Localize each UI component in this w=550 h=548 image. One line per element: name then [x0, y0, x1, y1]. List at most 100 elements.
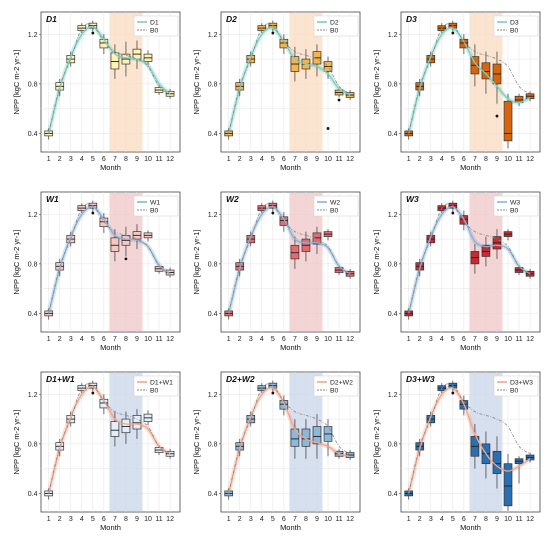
legend-box [313, 375, 359, 397]
legend-label: W1 [150, 200, 160, 207]
x-tick-label: 9 [495, 156, 499, 163]
fit-line [408, 206, 531, 314]
legend-label: D2 [330, 20, 339, 27]
x-tick-label: 3 [429, 156, 433, 163]
x-tick-label: 8 [304, 516, 308, 523]
x-tick-label: 10 [144, 156, 152, 163]
outlier-point [271, 211, 275, 215]
box-month-6 [459, 38, 469, 49]
x-tick-label: 12 [526, 156, 534, 163]
legend-label: W3 [510, 200, 520, 207]
x-tick-label: 11 [335, 516, 342, 523]
baseline-line [48, 203, 171, 314]
box-month-9 [132, 415, 142, 430]
y-tick-label: 1.2 [388, 32, 398, 39]
x-tick-label: 9 [495, 336, 499, 343]
x-tick-label: 1 [227, 516, 231, 523]
x-tick-label: 8 [304, 156, 308, 163]
x-tick-label: 6 [102, 336, 106, 343]
panel-title: D3+W3 [406, 374, 435, 384]
x-tick-label: 9 [315, 336, 319, 343]
x-axis-label: Month [280, 523, 301, 532]
outlier-point [91, 31, 95, 35]
baseline-line [228, 23, 351, 134]
legend-box [133, 375, 179, 397]
y-tick-label: 0.8 [388, 441, 398, 448]
x-tick-label: 1 [47, 156, 51, 163]
x-axis-label: Month [460, 523, 481, 532]
x-tick-label: 10 [504, 516, 512, 523]
x-tick-label: 8 [484, 336, 488, 343]
legend-label: B0 [150, 28, 159, 35]
x-tick-label: 4 [440, 516, 444, 523]
x-tick-label: 10 [504, 156, 512, 163]
panel-title: W3 [406, 194, 419, 204]
legend-label: D3 [510, 20, 519, 27]
baseline-line [228, 383, 351, 494]
fit-line [228, 206, 351, 314]
x-tick-label: 1 [227, 156, 231, 163]
baseline-line [408, 203, 531, 314]
baseline-line [408, 23, 531, 134]
x-tick-label: 1 [227, 336, 231, 343]
legend-box [133, 195, 179, 217]
x-tick-label: 12 [166, 156, 174, 163]
y-tick-label: 0.8 [28, 261, 38, 268]
x-tick-label: 10 [324, 336, 332, 343]
y-tick-label: 0.8 [208, 441, 218, 448]
x-tick-label: 5 [271, 336, 275, 343]
x-tick-label: 7 [473, 516, 477, 523]
box-month-10 [503, 100, 513, 142]
x-tick-label: 11 [335, 336, 342, 343]
x-tick-label: 11 [515, 156, 522, 163]
y-tick-label: 1.2 [208, 32, 218, 39]
x-tick-label: 6 [462, 156, 466, 163]
legend-label: W2 [330, 200, 340, 207]
legend-label: B0 [510, 388, 519, 395]
x-axis-label: Month [100, 343, 121, 352]
box-month-8 [301, 428, 311, 447]
x-tick-label: 8 [124, 336, 128, 343]
box-month-6 [99, 217, 109, 228]
panel-title: W1 [46, 194, 59, 204]
box-month-8 [481, 244, 491, 257]
fit-line [228, 387, 351, 494]
x-tick-label: 7 [473, 156, 477, 163]
legend-box [493, 15, 539, 37]
outlier-point [326, 127, 330, 130]
legend-label: B0 [330, 28, 339, 35]
x-tick-label: 3 [429, 336, 433, 343]
panel-title: D2 [226, 14, 237, 24]
x-tick-label: 10 [144, 336, 152, 343]
box-month-6 [279, 400, 289, 410]
y-tick-label: 1.2 [388, 392, 398, 399]
y-tick-label: 1.2 [28, 212, 38, 219]
x-tick-label: 7 [293, 336, 297, 343]
x-tick-label: 5 [91, 336, 95, 343]
legend-label: D3+W3 [510, 380, 533, 387]
x-tick-label: 3 [249, 516, 253, 523]
x-tick-label: 7 [473, 336, 477, 343]
x-tick-label: 7 [293, 516, 297, 523]
x-axis-label: Month [100, 523, 121, 532]
y-tick-label: 1.2 [208, 392, 218, 399]
x-tick-label: 3 [69, 156, 73, 163]
x-tick-label: 5 [91, 516, 95, 523]
x-tick-label: 8 [124, 516, 128, 523]
baseline-line [48, 383, 171, 494]
legend-label: B0 [150, 208, 159, 215]
y-axis-label: NPP [kgC m-2 yr-1] [192, 410, 201, 475]
y-axis-label: NPP [kgC m-2 yr-1] [192, 230, 201, 295]
